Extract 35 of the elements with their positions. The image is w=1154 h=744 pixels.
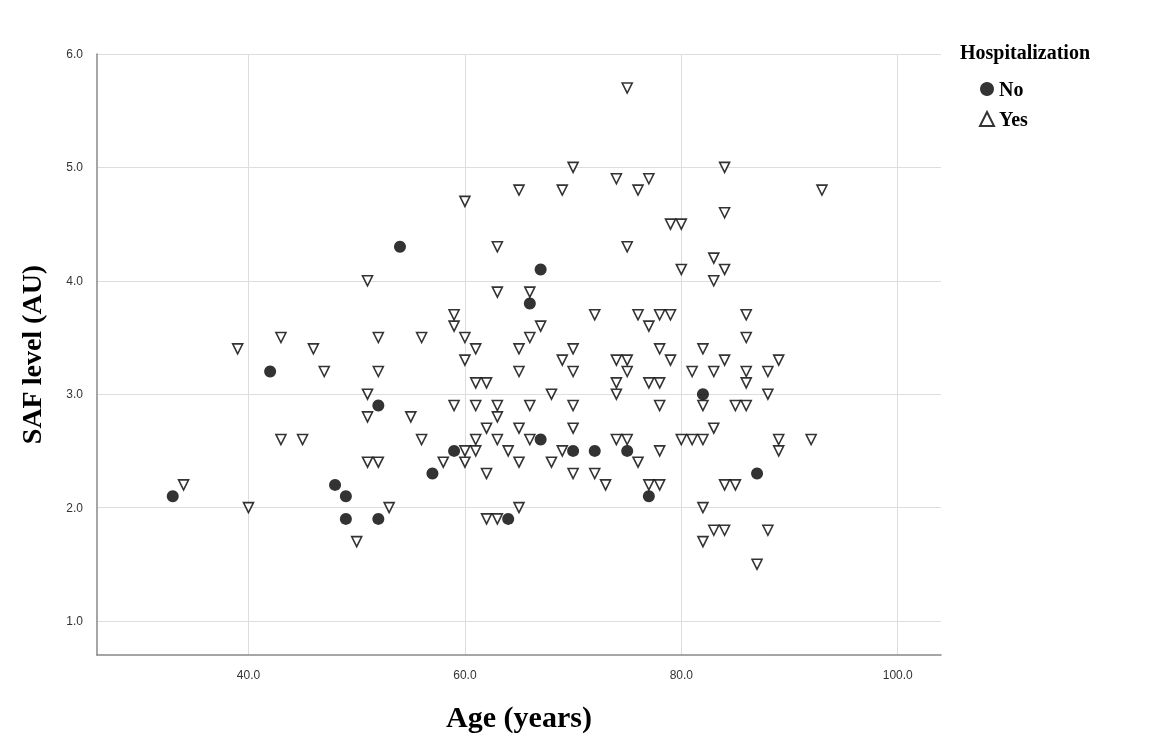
point bbox=[567, 444, 580, 457]
point bbox=[166, 490, 179, 503]
point bbox=[448, 444, 461, 457]
point bbox=[329, 478, 342, 491]
x-tick-label: 80.0 bbox=[669, 668, 694, 682]
x-tick-label: 100.0 bbox=[882, 668, 914, 682]
y-tick-label: 6.0 bbox=[66, 47, 84, 61]
point bbox=[393, 240, 406, 253]
y-axis-title: SAF level (AU) bbox=[15, 264, 47, 445]
legend-label: No bbox=[999, 78, 1024, 100]
point bbox=[588, 444, 601, 457]
point bbox=[523, 297, 536, 310]
point bbox=[502, 512, 515, 525]
x-tick-label: 60.0 bbox=[453, 668, 477, 682]
point bbox=[372, 399, 385, 412]
x-axis-title: Age (years) bbox=[446, 699, 592, 734]
point bbox=[751, 467, 764, 480]
point bbox=[264, 365, 277, 378]
point bbox=[534, 263, 547, 276]
y-tick-label: 3.0 bbox=[66, 387, 84, 402]
point bbox=[339, 512, 352, 525]
y-tick-label: 4.0 bbox=[66, 273, 84, 288]
legend-title: Hospitalization bbox=[960, 41, 1091, 64]
point bbox=[696, 388, 709, 401]
point bbox=[642, 490, 655, 503]
point bbox=[426, 467, 439, 480]
y-tick-label: 5.0 bbox=[66, 160, 84, 175]
point bbox=[339, 490, 352, 503]
point bbox=[534, 433, 547, 446]
point bbox=[621, 444, 634, 457]
point bbox=[372, 512, 385, 525]
legend-label: Yes bbox=[999, 108, 1029, 130]
y-tick-label: 1.0 bbox=[66, 613, 84, 628]
x-tick-label: 40.0 bbox=[236, 668, 261, 682]
y-tick-label: 2.0 bbox=[66, 500, 84, 515]
